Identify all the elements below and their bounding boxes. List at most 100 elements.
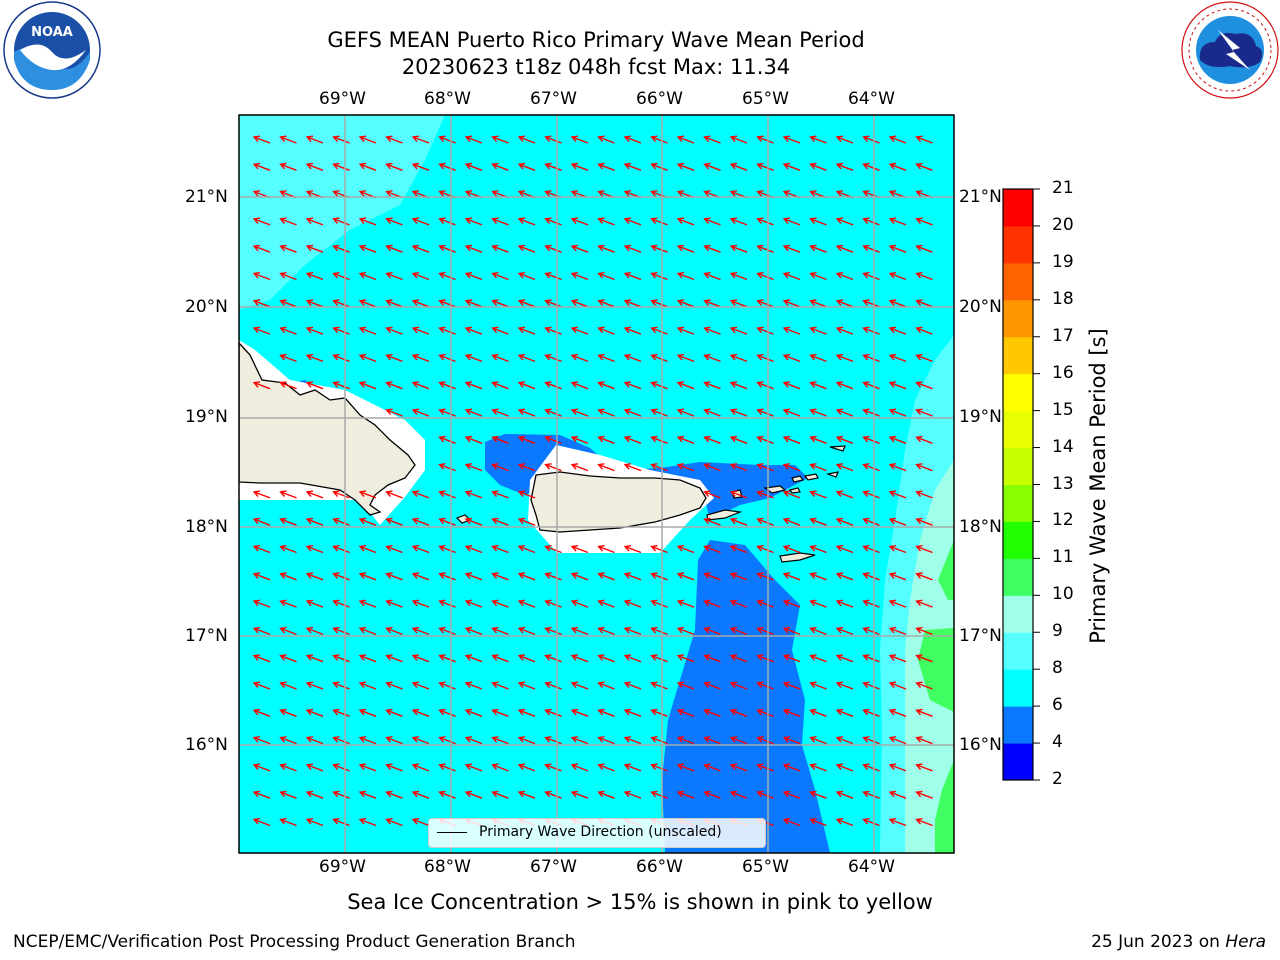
wave-direction-arrow	[491, 763, 509, 772]
lat-label-left: 18°N	[185, 517, 228, 537]
wave-direction-arrows	[252, 135, 933, 827]
wave-direction-arrow	[570, 599, 589, 608]
wave-direction-arrow	[517, 545, 536, 554]
lat-label-right: 16°N	[959, 735, 1002, 755]
wave-direction-arrow	[358, 299, 377, 308]
wave-direction-arrow	[835, 162, 854, 171]
wave-direction-arrow	[915, 790, 933, 799]
lon-label-bottom: 67°W	[530, 857, 577, 877]
wave-direction-arrow	[464, 408, 483, 417]
wave-direction-arrow	[332, 790, 350, 799]
wave-direction-arrow	[809, 545, 827, 554]
colorbar-segment	[1003, 299, 1033, 338]
wave-direction-arrow	[915, 435, 933, 444]
footer-date: 25 Jun 2023 on Hera	[1091, 932, 1266, 952]
wave-direction-arrow	[570, 790, 589, 799]
wave-direction-arrow	[279, 381, 297, 390]
wave-direction-arrow	[809, 244, 827, 253]
wave-direction-arrow	[782, 463, 801, 472]
colorbar-tick-label: 10	[1052, 584, 1074, 605]
wave-direction-arrow	[623, 790, 642, 799]
colorbar-label: Primary Wave Mean Period [s]	[1086, 328, 1110, 644]
wave-direction-arrow	[676, 681, 695, 690]
wave-direction-arrow	[888, 244, 907, 253]
wave-direction-arrow	[782, 517, 801, 526]
wave-direction-arrow	[888, 162, 907, 171]
wave-direction-arrow	[623, 217, 642, 226]
wave-direction-arrow	[438, 490, 456, 499]
wave-direction-arrow	[332, 572, 350, 581]
wave-direction-arrow	[862, 244, 880, 253]
wave-direction-arrow	[676, 299, 695, 308]
wave-direction-arrow	[888, 654, 907, 663]
wave-direction-arrow	[385, 818, 403, 827]
wave-direction-arrow	[570, 572, 589, 581]
wave-direction-arrow	[464, 272, 483, 281]
wave-direction-arrow	[809, 381, 827, 390]
colorbar-segment	[1003, 558, 1033, 596]
wave-direction-arrow	[544, 353, 562, 363]
wave-direction-arrow	[305, 599, 324, 608]
colorbar-tick-label: 21	[1052, 178, 1074, 198]
wave-direction-arrow	[411, 654, 430, 663]
wave-direction-arrow	[464, 463, 483, 472]
wave-direction-arrow	[279, 217, 297, 226]
wave-direction-arrow	[491, 599, 509, 608]
wave-direction-arrow	[623, 654, 642, 663]
wave-direction-arrow	[782, 244, 801, 253]
wave-direction-arrow	[332, 326, 350, 335]
map-plot-area	[239, 115, 954, 853]
wave-direction-arrow	[782, 763, 801, 772]
wave-direction-arrow	[756, 790, 774, 799]
wave-direction-arrow	[650, 135, 668, 144]
wave-direction-arrow	[915, 818, 933, 827]
wave-direction-arrow	[491, 244, 509, 253]
wave-direction-arrow	[756, 272, 774, 281]
wave-direction-arrow	[305, 654, 324, 663]
wave-direction-arrow	[756, 517, 774, 526]
wave-direction-arrow	[703, 517, 721, 526]
wave-direction-arrow	[729, 135, 748, 144]
wave-direction-arrow	[809, 435, 827, 444]
wave-direction-arrow	[411, 763, 430, 772]
wave-direction-arrow	[782, 790, 801, 799]
wave-direction-arrow	[438, 572, 456, 581]
map-legend: Primary Wave Direction (unscaled)	[428, 818, 766, 848]
wave-direction-arrow	[835, 353, 854, 363]
colorbar-tick-label: 19	[1052, 251, 1074, 272]
wave-direction-arrow	[756, 736, 774, 745]
wave-direction-arrow	[438, 736, 456, 745]
wave-direction-arrow	[782, 162, 801, 171]
wave-direction-arrow	[623, 326, 642, 335]
colorbar-tick-label: 8	[1052, 658, 1063, 679]
wave-direction-arrow	[332, 353, 350, 363]
wave-direction-arrow	[332, 681, 350, 690]
wave-direction-arrow	[756, 463, 774, 472]
wave-direction-arrow	[597, 217, 615, 226]
wave-direction-arrow	[650, 763, 668, 772]
wave-direction-arrow	[915, 681, 933, 690]
wave-direction-arrow	[888, 326, 907, 335]
wave-direction-arrow	[650, 299, 668, 308]
wave-direction-arrow	[915, 626, 933, 636]
wave-direction-arrow	[888, 299, 907, 308]
wave-direction-arrow	[252, 490, 271, 499]
wave-direction-arrow	[862, 435, 880, 444]
wave-direction-arrow	[544, 708, 562, 717]
wave-direction-arrow	[385, 572, 403, 581]
wave-direction-arrow	[915, 545, 933, 554]
colorbar-segment	[1003, 632, 1033, 670]
colorbar-tick-label: 14	[1052, 436, 1074, 457]
wave-direction-arrow	[756, 572, 774, 581]
wave-direction-arrow	[703, 272, 721, 281]
wave-direction-arrow	[517, 272, 536, 281]
colorbar-tick-label: 6	[1052, 695, 1063, 716]
wave-direction-arrow	[438, 599, 456, 608]
wave-direction-arrow	[888, 490, 907, 499]
wave-direction-arrow	[756, 408, 774, 417]
wave-direction-arrow	[279, 736, 297, 745]
wave-direction-arrow	[729, 353, 748, 363]
wave-direction-arrow	[252, 790, 271, 799]
wave-direction-arrow	[305, 353, 324, 363]
wave-direction-arrow	[862, 517, 880, 526]
